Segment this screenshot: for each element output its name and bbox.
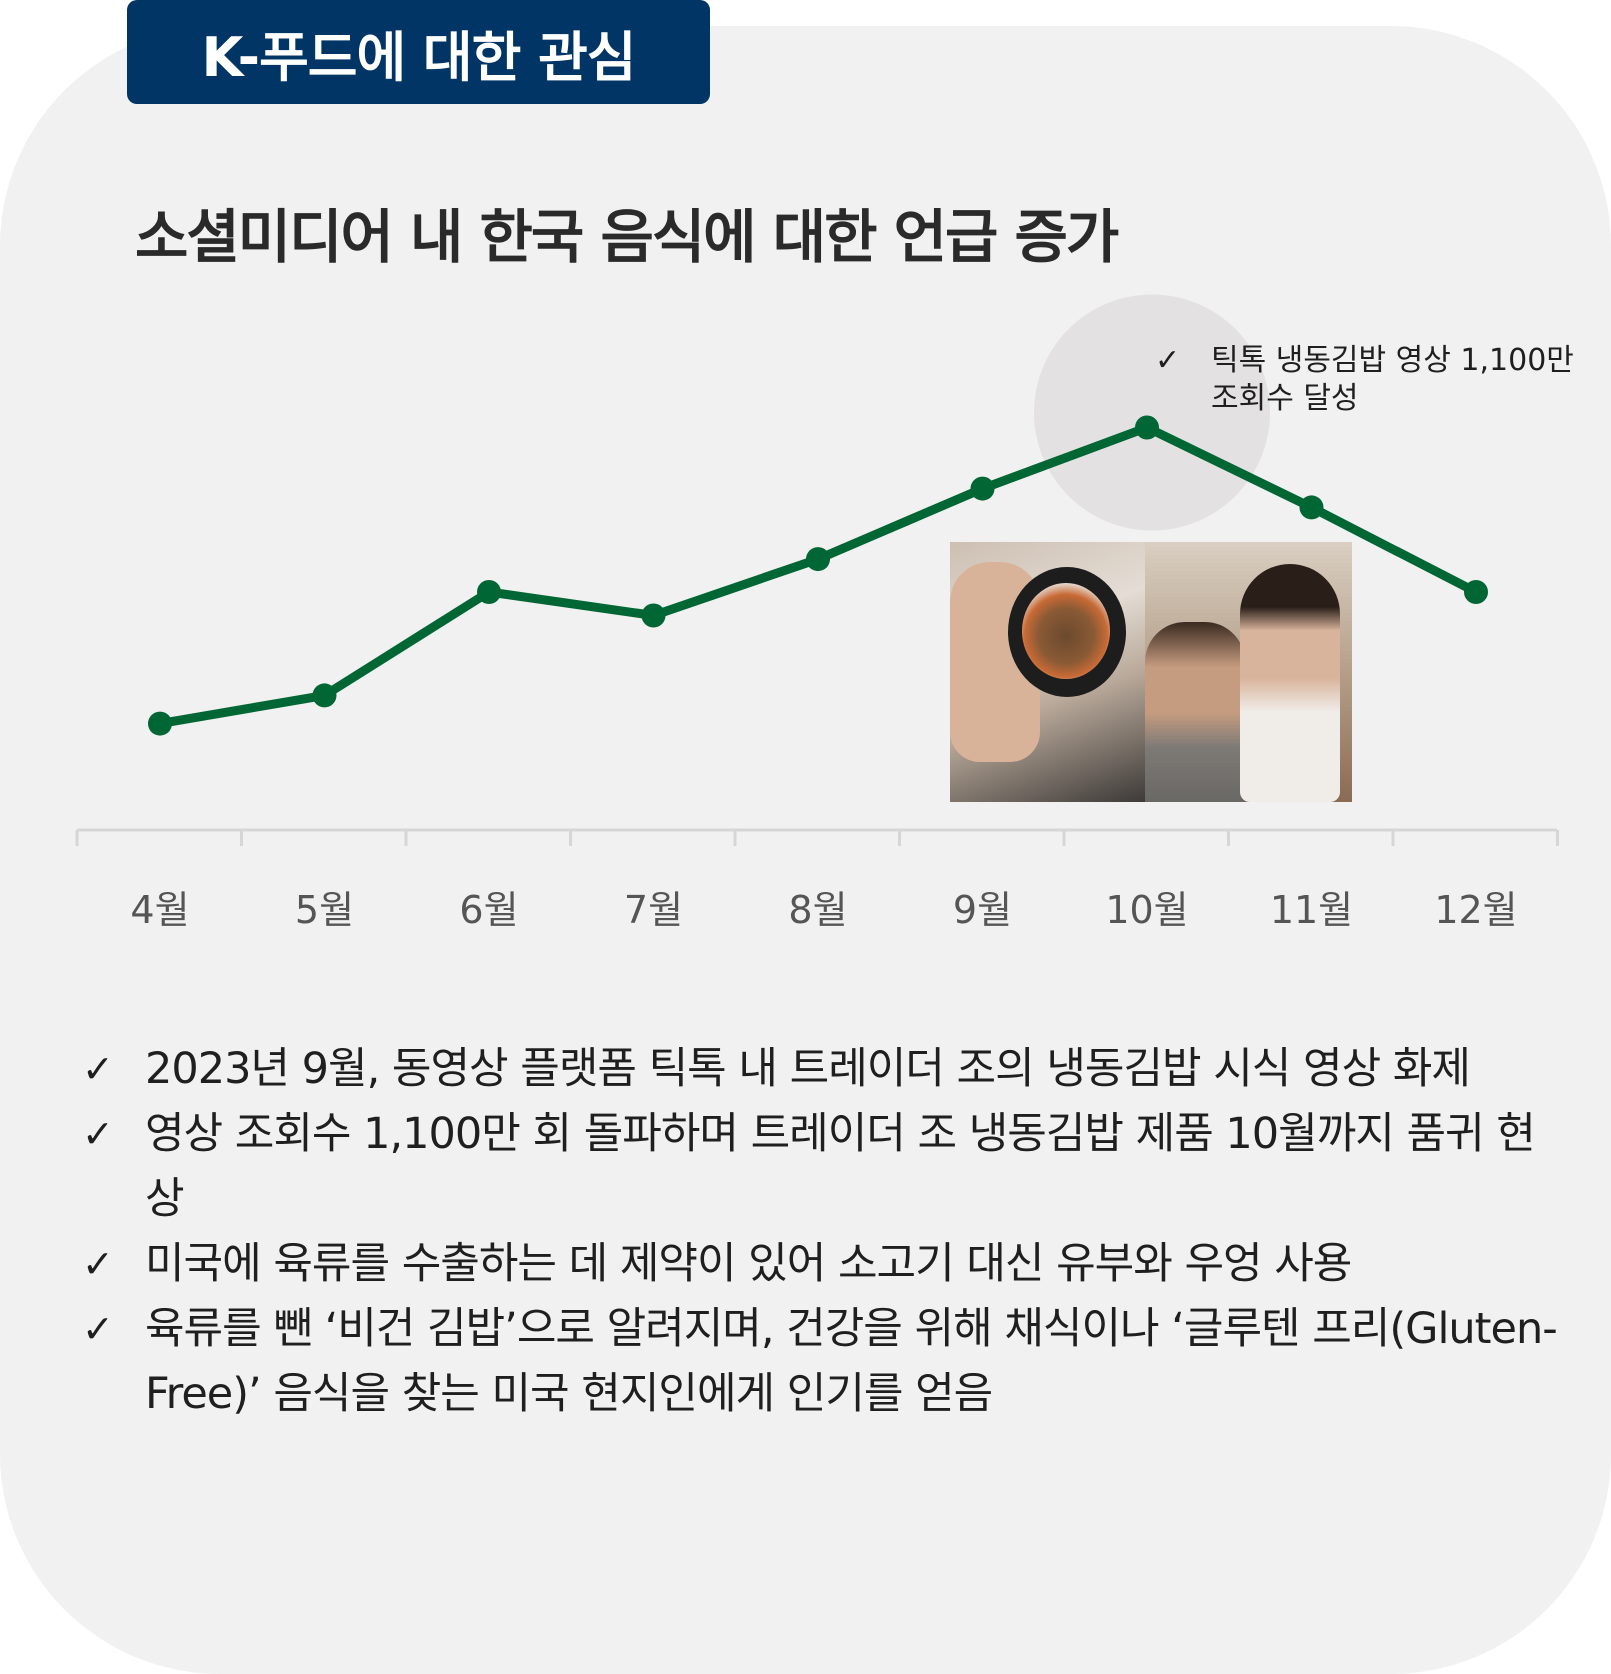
content-card: [0, 26, 1611, 1674]
bullet-text: 육류를 뺀 ‘비건 김밥’으로 알려지며, 건강을 위해 채식이나 ‘글루텐 프…: [145, 1304, 1558, 1419]
x-tick-label: 4월: [130, 888, 189, 932]
check-icon: ✓: [82, 1047, 114, 1091]
data-point-4월: [148, 711, 172, 736]
annotation-text: 틱톡 냉동김밥 영상 1,100만: [1211, 343, 1574, 378]
chart-headline: 소셜미디어 내 한국 음식에 대한 언급 증가: [135, 203, 1119, 271]
check-icon: ✓: [82, 1112, 114, 1156]
check-icon: ✓: [82, 1242, 114, 1286]
person-shape-right: [1240, 564, 1340, 802]
data-point-6월: [477, 580, 501, 604]
x-tick-label: 12월: [1434, 888, 1517, 932]
bullet-item: ✓ 미국에 육류를 수출하는 데 제약이 있어 소고기 대신 유부와 우엉 사용: [82, 1232, 1562, 1297]
data-point-10월: [1135, 415, 1159, 440]
x-tick-label: 9월: [953, 888, 1012, 932]
annotation-text: 조회수 달성: [1211, 381, 1359, 416]
bullet-item: ✓ 영상 조회수 1,100만 회 돌파하며 트레이더 조 냉동김밥 제품 10월…: [82, 1102, 1562, 1232]
x-tick-label: 8월: [788, 888, 847, 932]
x-tick-label: 6월: [459, 888, 518, 932]
data-point-8월: [806, 547, 830, 572]
data-point-12월: [1464, 580, 1488, 604]
bullet-list: ✓ 2023년 9월, 동영상 플랫폼 틱톡 내 트레이더 조의 냉동김밥 시식 …: [82, 1037, 1562, 1427]
x-tick-label: 5월: [295, 888, 354, 932]
data-point-11월: [1299, 495, 1324, 520]
line-chart: 4월 5월 6월 7월 8월 9월 10월 11월 12월 ✓ 틱톡 냉동김밥 영상 1,100만조…: [75, 294, 1574, 932]
x-tick-label: 10월: [1105, 888, 1188, 932]
gimbap-roll-shape: [1008, 567, 1126, 697]
bullet-text: 영상 조회수 1,100만 회 돌파하며 트레이더 조 냉동김밥 제품 10월까…: [145, 1109, 1536, 1224]
x-tick-label: 7월: [624, 888, 683, 932]
x-tick-label: 11월: [1270, 888, 1353, 932]
data-point-5월: [312, 683, 337, 708]
people-eating-photo: [1145, 542, 1352, 802]
highlight-circle: [1034, 294, 1270, 531]
check-icon: ✓: [82, 1307, 114, 1351]
bullet-text: 미국에 육류를 수출하는 데 제약이 있어 소고기 대신 유부와 우엉 사용: [145, 1239, 1352, 1289]
section-tag: K-푸드에 대한 관심: [127, 0, 710, 104]
person-shape-left: [1145, 622, 1245, 802]
data-point-7월: [641, 603, 666, 628]
data-point-9월: [970, 476, 995, 501]
bullet-item: ✓ 육류를 뺀 ‘비건 김밥’으로 알려지며, 건강을 위해 채식이나 ‘글루텐 …: [82, 1297, 1562, 1427]
bullet-item: ✓ 2023년 9월, 동영상 플랫폼 틱톡 내 트레이더 조의 냉동김밥 시식 …: [82, 1037, 1562, 1102]
gimbap-photo: [950, 542, 1145, 802]
tiktok-video-thumbnail: [950, 542, 1352, 802]
annotation-check-icon: ✓: [1155, 343, 1180, 378]
bullet-text: 2023년 9월, 동영상 플랫폼 틱톡 내 트레이더 조의 냉동김밥 시식 영…: [145, 1044, 1471, 1094]
